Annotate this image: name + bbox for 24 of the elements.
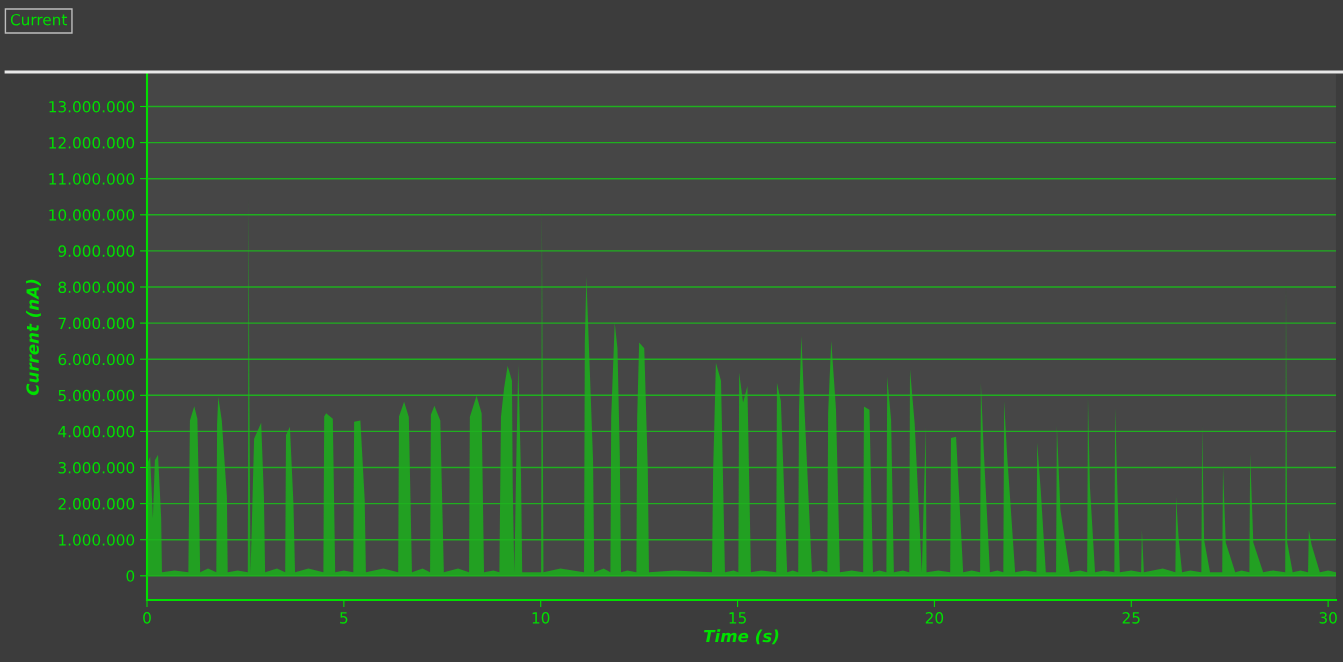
x-axis-title: Time (s) [703,629,779,645]
y-tick-label: 5.000.000 [58,389,135,402]
y-tick-label: 6.000.000 [58,353,135,366]
y-tick-label: 13.000.000 [49,100,135,113]
x-tick-label: 0 [143,612,151,624]
y-tick-label: 1.000.000 [59,534,135,546]
x-tick-label: 20 [925,612,944,624]
y-tick-label: 4.000.000 [58,425,135,438]
y-tick-label: 7.000.000 [58,317,135,330]
x-tick-label: 30 [1319,612,1337,624]
y-axis-title: Current (nA) [26,279,41,396]
y-tick-label: 10.000.000 [49,209,135,221]
x-tick-label: 10 [532,612,550,624]
y-tick-label: 11.000.000 [49,173,135,185]
y-tick-label: 3.000.000 [58,461,135,474]
y-tick-label: 12.000.000 [49,137,135,149]
x-tick-label: 5 [340,612,348,624]
y-tick-label: 0 [126,570,135,582]
y-tick-label: 2.000.000 [58,498,135,510]
x-tick-label: 25 [1122,612,1140,624]
y-tick-label: 9.000.000 [58,245,135,257]
y-tick-label: 8.000.000 [58,281,135,294]
chart-title: Current [10,13,68,26]
x-tick-label: 15 [729,612,746,624]
